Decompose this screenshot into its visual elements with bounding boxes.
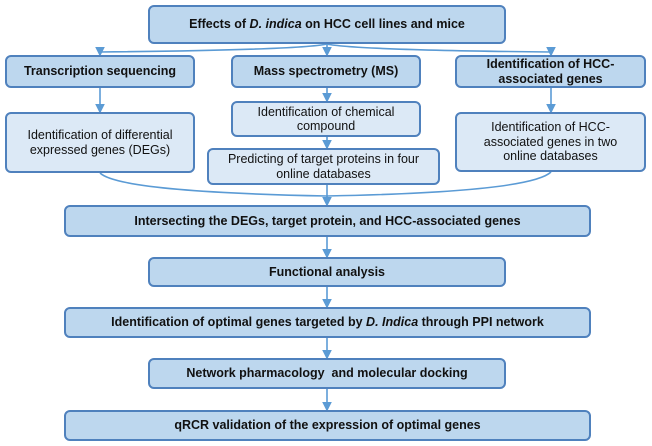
hcc-genes-box: Identification of HCC-associated genes: [455, 55, 646, 88]
optimal-text-end: through PPI network: [418, 315, 544, 330]
hcc-databases-box: Identification of HCC-associated genes i…: [455, 112, 646, 172]
title-species: D. indica: [249, 17, 302, 32]
merge-right: [326, 171, 552, 197]
optimal-species: D. Indica: [366, 315, 419, 330]
title-text: Effects of: [189, 17, 250, 32]
transcription-box: Transcription sequencing: [5, 55, 195, 88]
ms-box: Mass spectrometry (MS): [231, 55, 421, 88]
compound-box: Identification of chemical compound: [231, 101, 421, 137]
optimal-box: Identification of optimal genes targeted…: [64, 307, 591, 338]
merge-left: [99, 172, 328, 205]
validation-box: qRCR validation of the expression of opt…: [64, 410, 591, 441]
arrow-to-hcc: [326, 43, 556, 57]
optimal-text: Identification of optimal genes targeted…: [111, 315, 367, 330]
functional-box: Functional analysis: [148, 257, 506, 287]
intersect-box: Intersecting the DEGs, target protein, a…: [64, 205, 591, 237]
title-text-end: on HCC cell lines and mice: [301, 17, 465, 32]
network-box: Network pharmacology and molecular docki…: [148, 358, 506, 389]
arrow-to-transcription: [95, 43, 328, 57]
title-box: Effects of D. indica on HCC cell lines a…: [148, 5, 506, 44]
degs-box: Identification of differential expressed…: [5, 112, 195, 173]
targets-box: Predicting of target proteins in four on…: [207, 148, 440, 185]
